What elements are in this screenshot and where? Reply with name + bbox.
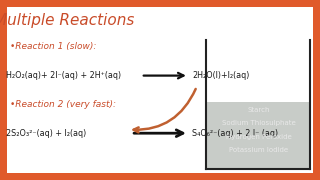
- FancyArrowPatch shape: [133, 89, 196, 132]
- Text: Starch: Starch: [247, 107, 270, 113]
- Text: •Reaction 1 (slow):: •Reaction 1 (slow):: [10, 42, 96, 51]
- Bar: [206, 102, 310, 169]
- Text: S₄O₆²⁻(aq) + 2 I⁻ (aq): S₄O₆²⁻(aq) + 2 I⁻ (aq): [192, 129, 278, 138]
- Text: H₂O₂(aq)+ 2I⁻(aq) + 2H⁺(aq): H₂O₂(aq)+ 2I⁻(aq) + 2H⁺(aq): [6, 71, 122, 80]
- Text: •Reaction 2 (very fast):: •Reaction 2 (very fast):: [10, 100, 116, 109]
- Text: 2S₂O₃²⁻(aq) + I₂(aq): 2S₂O₃²⁻(aq) + I₂(aq): [6, 129, 87, 138]
- Text: Sodium Thiosulphate: Sodium Thiosulphate: [221, 120, 295, 126]
- Text: Hydrogen Peroxide: Hydrogen Peroxide: [226, 134, 291, 140]
- Bar: [206, 40, 310, 102]
- Text: Potassium Iodide: Potassium Iodide: [229, 147, 288, 153]
- Text: Multiple Reactions: Multiple Reactions: [0, 13, 134, 28]
- Text: 2H₂O(l)+I₂(aq): 2H₂O(l)+I₂(aq): [192, 71, 249, 80]
